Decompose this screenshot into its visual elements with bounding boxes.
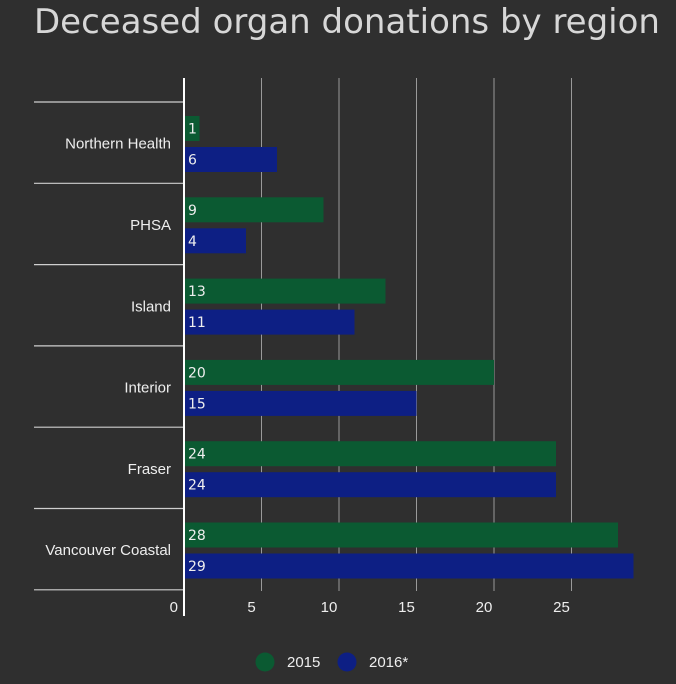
legend-swatch [255, 652, 275, 672]
data-label: 20 [188, 365, 206, 381]
x-tick-label: 10 [321, 599, 338, 616]
bar [184, 147, 277, 172]
bar [184, 472, 556, 498]
data-label: 11 [188, 315, 206, 331]
chart-title: Deceased organ donations by region [34, 2, 660, 42]
data-label: 13 [188, 284, 206, 300]
bars [184, 116, 634, 579]
bar [184, 228, 246, 254]
legend: 2015 2016* [255, 652, 408, 672]
data-label: 15 [188, 396, 206, 412]
data-label: 4 [188, 234, 197, 250]
legend-swatch [337, 652, 357, 672]
category-label: Island [131, 298, 171, 315]
x-tick-label: 5 [247, 599, 255, 616]
category-label: Northern Health [65, 136, 171, 153]
bar [184, 359, 494, 385]
category-separators [34, 101, 184, 591]
data-label: 29 [188, 559, 206, 575]
category-label: Interior [124, 380, 171, 397]
data-label: 24 [188, 447, 206, 463]
category-label: Fraser [128, 461, 171, 478]
legend-label: 2016* [369, 654, 408, 671]
bar [184, 278, 386, 304]
legend-label: 2015 [287, 654, 320, 671]
bar [184, 116, 200, 141]
category-label: Vancouver Coastal [45, 542, 171, 559]
bar [184, 441, 556, 467]
category-label: PHSA [130, 217, 171, 234]
legend-item: 2016* [337, 652, 408, 672]
bar [184, 197, 324, 223]
x-tick-label: 15 [398, 599, 415, 616]
data-label: 24 [188, 478, 206, 494]
x-tick-label: 25 [553, 599, 570, 616]
data-label: 9 [188, 203, 197, 219]
bar [184, 309, 355, 335]
legend-item: 2015 [255, 652, 320, 672]
x-tick-label: 20 [476, 599, 493, 616]
x-tick-label: 0 [170, 599, 178, 616]
data-labels: 1 6 9 4 13 11 20 15 24 24 28 29 [188, 122, 206, 576]
bar [184, 522, 618, 548]
category-labels: Northern Health PHSA Island Interior Fraser V… [45, 136, 171, 560]
x-tick-labels: 0 5 10 15 20 25 [170, 599, 570, 616]
bar [184, 390, 417, 416]
data-label: 6 [188, 153, 197, 169]
data-label: 28 [188, 528, 206, 544]
bar [184, 553, 634, 579]
data-label: 1 [188, 122, 197, 138]
